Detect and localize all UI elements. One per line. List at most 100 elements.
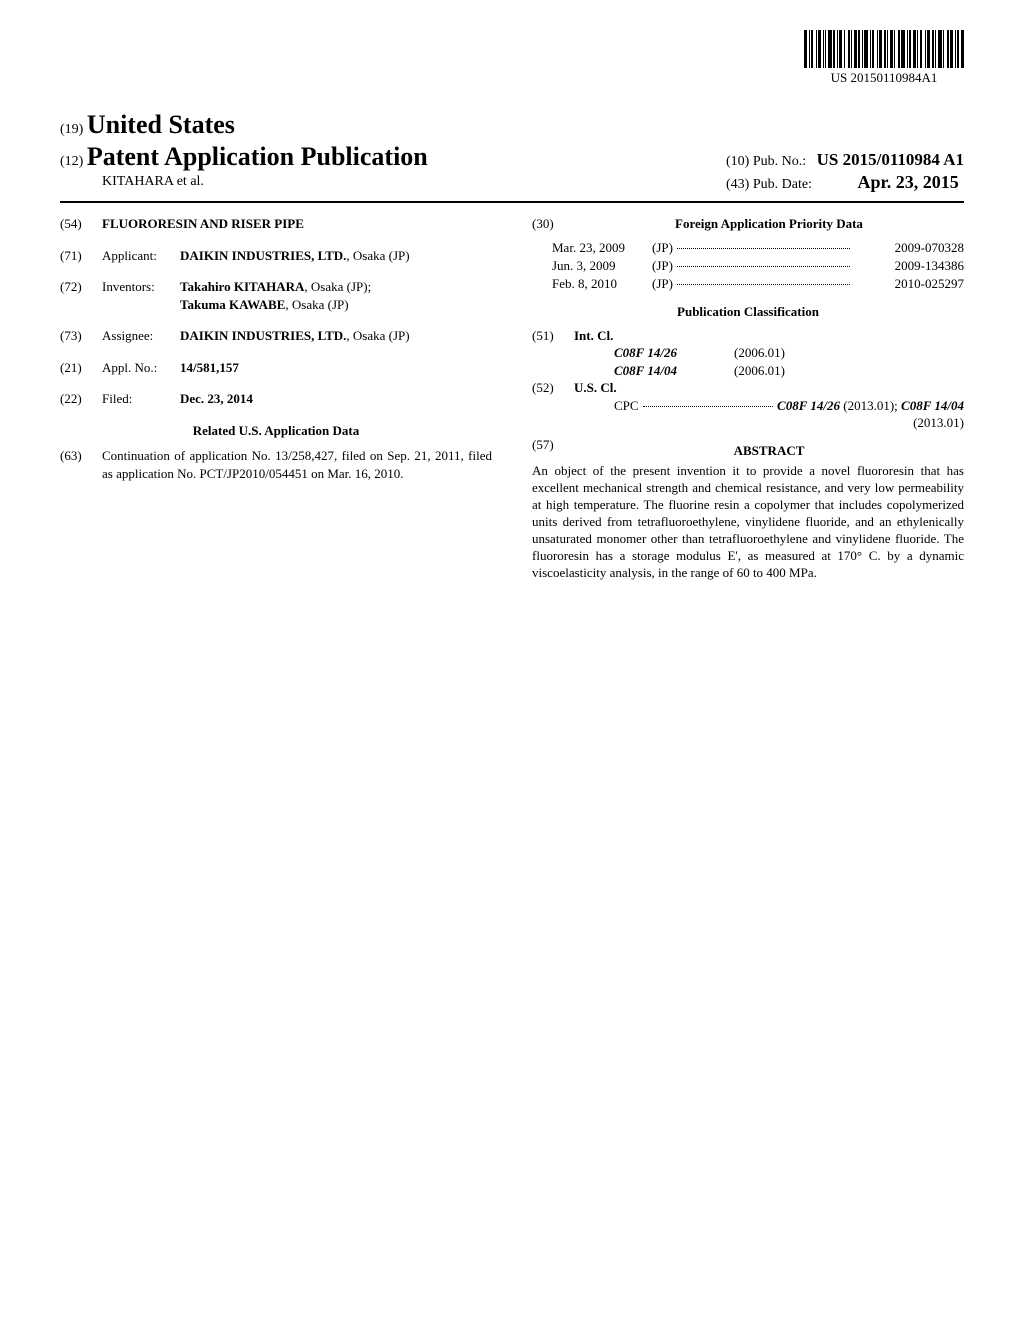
related-text: Continuation of application No. 13/258,4… [102, 447, 492, 482]
invention-title: FLUORORESIN AND RISER PIPE [102, 215, 492, 233]
country-name: United States [87, 110, 235, 139]
intcl-class: C08F 14/04 [614, 362, 734, 380]
country-line: (19) United States [60, 110, 964, 140]
intcl-row: (51) Int. Cl. C08F 14/26 (2006.01) C08F … [532, 327, 964, 380]
filed-field: (22) Filed: Dec. 23, 2014 [60, 390, 492, 408]
pub-type: Patent Application Publication [87, 142, 428, 171]
intcl-year: (2006.01) [734, 344, 785, 362]
priority-row: Feb. 8, 2010 (JP) 2010-025297 [552, 275, 964, 293]
inventor-2-loc: , Osaka (JP) [285, 297, 348, 312]
cpc-1: C08F 14/26 [777, 397, 840, 415]
applicant-label: Applicant: [102, 247, 180, 265]
priority-table: Mar. 23, 2009 (JP) 2009-070328 Jun. 3, 2… [552, 239, 964, 294]
inid-30: (30) [532, 215, 574, 233]
pub-date-line: (43) Pub. Date: Apr. 23, 2015 [726, 172, 964, 193]
priority-country: (JP) [652, 257, 673, 275]
applicant-name: DAIKIN INDUSTRIES, LTD. [180, 248, 346, 263]
applicant-loc: , Osaka (JP) [346, 248, 409, 263]
inventor-1-loc: , Osaka (JP); [304, 279, 371, 294]
assignee-name: DAIKIN INDUSTRIES, LTD. [180, 328, 346, 343]
applno-value: 14/581,157 [180, 359, 492, 377]
patent-header: (19) United States (12) Patent Applicati… [60, 110, 964, 203]
priority-num: 2009-134386 [854, 257, 964, 275]
pub-date-value: Apr. 23, 2015 [857, 172, 958, 192]
applno-label: Appl. No.: [102, 359, 180, 377]
inid-10: (10) [726, 154, 749, 169]
inventors-label: Inventors: [102, 278, 180, 313]
publication-row: (12) Patent Application Publication KITA… [60, 142, 964, 193]
inid-73: (73) [60, 327, 102, 345]
barcode-text: US 20150110984A1 [804, 70, 964, 86]
inid-71: (71) [60, 247, 102, 265]
priority-date: Jun. 3, 2009 [552, 257, 652, 275]
inid-12: (12) [60, 154, 83, 169]
leader-dots [677, 257, 850, 267]
left-column: (54) FLUORORESIN AND RISER PIPE (71) App… [60, 215, 492, 582]
uscl-label: U.S. Cl. [574, 379, 964, 397]
assignee-label: Assignee: [102, 327, 180, 345]
priority-country: (JP) [652, 239, 673, 257]
abstract-body: An object of the present invention it to… [532, 463, 964, 581]
abstract-header: ABSTRACT [574, 442, 964, 460]
inid-57: (57) [532, 436, 574, 464]
intcl-item: C08F 14/04 (2006.01) [574, 362, 964, 380]
leader-dots [677, 275, 850, 285]
inid-52: (52) [532, 379, 574, 432]
cpc-1-year: (2013.01); [843, 397, 898, 415]
inid-21: (21) [60, 359, 102, 377]
priority-date: Feb. 8, 2010 [552, 275, 652, 293]
body-columns: (54) FLUORORESIN AND RISER PIPE (71) App… [60, 215, 964, 582]
inid-22: (22) [60, 390, 102, 408]
priority-header: Foreign Application Priority Data [574, 215, 964, 233]
right-column: (30) Foreign Application Priority Data M… [532, 215, 964, 582]
intcl-year: (2006.01) [734, 362, 785, 380]
priority-country: (JP) [652, 275, 673, 293]
inventor-1: Takahiro KITAHARA [180, 279, 304, 294]
intcl-label: Int. Cl. [574, 327, 964, 345]
intcl-content: Int. Cl. C08F 14/26 (2006.01) C08F 14/04… [574, 327, 964, 380]
filed-value: Dec. 23, 2014 [180, 390, 492, 408]
assignee-field: (73) Assignee: DAIKIN INDUSTRIES, LTD., … [60, 327, 492, 345]
cpc-2-year: (2013.01) [574, 414, 964, 432]
assignee-loc: , Osaka (JP) [346, 328, 409, 343]
authors-line: KITAHARA et al. [60, 174, 726, 190]
pub-left: (12) Patent Application Publication KITA… [60, 142, 726, 190]
applicant-field: (71) Applicant: DAIKIN INDUSTRIES, LTD.,… [60, 247, 492, 265]
pub-no-line: (10) Pub. No.: US 2015/0110984 A1 [726, 150, 964, 170]
abstract-header-row: (57) ABSTRACT [532, 436, 964, 464]
title-field: (54) FLUORORESIN AND RISER PIPE [60, 215, 492, 233]
cpc-label: CPC [614, 397, 639, 415]
pub-no-label: Pub. No.: [753, 154, 806, 169]
inventors-value: Takahiro KITAHARA, Osaka (JP); Takuma KA… [180, 278, 492, 313]
pub-type-line: (12) Patent Application Publication [60, 142, 726, 172]
assignee-value: DAIKIN INDUSTRIES, LTD., Osaka (JP) [180, 327, 492, 345]
inid-72: (72) [60, 278, 102, 313]
barcode-block: US 20150110984A1 [804, 30, 964, 86]
intcl-item: C08F 14/26 (2006.01) [574, 344, 964, 362]
cpc-2: C08F 14/04 [901, 397, 964, 415]
inid-19: (19) [60, 122, 83, 137]
uscl-content: U.S. Cl. CPC C08F 14/26 (2013.01); C08F … [574, 379, 964, 432]
leader-dots [677, 239, 850, 249]
applno-field: (21) Appl. No.: 14/581,157 [60, 359, 492, 377]
cpc-line: CPC C08F 14/26 (2013.01); C08F 14/04 [574, 397, 964, 415]
priority-date: Mar. 23, 2009 [552, 239, 652, 257]
barcode-icon [804, 30, 964, 68]
related-field: (63) Continuation of application No. 13/… [60, 447, 492, 482]
inventor-2: Takuma KAWABE [180, 297, 285, 312]
inventors-field: (72) Inventors: Takahiro KITAHARA, Osaka… [60, 278, 492, 313]
inid-51: (51) [532, 327, 574, 380]
leader-dots [643, 397, 773, 407]
uscl-row: (52) U.S. Cl. CPC C08F 14/26 (2013.01); … [532, 379, 964, 432]
inid-54: (54) [60, 215, 102, 233]
pub-no-value: US 2015/0110984 A1 [817, 150, 964, 169]
classification-header: Publication Classification [532, 303, 964, 321]
priority-row: Jun. 3, 2009 (JP) 2009-134386 [552, 257, 964, 275]
applicant-value: DAIKIN INDUSTRIES, LTD., Osaka (JP) [180, 247, 492, 265]
priority-header-row: (30) Foreign Application Priority Data [532, 215, 964, 233]
pub-date-label: Pub. Date: [753, 177, 812, 192]
filed-label: Filed: [102, 390, 180, 408]
priority-num: 2009-070328 [854, 239, 964, 257]
priority-row: Mar. 23, 2009 (JP) 2009-070328 [552, 239, 964, 257]
inid-63: (63) [60, 447, 102, 482]
